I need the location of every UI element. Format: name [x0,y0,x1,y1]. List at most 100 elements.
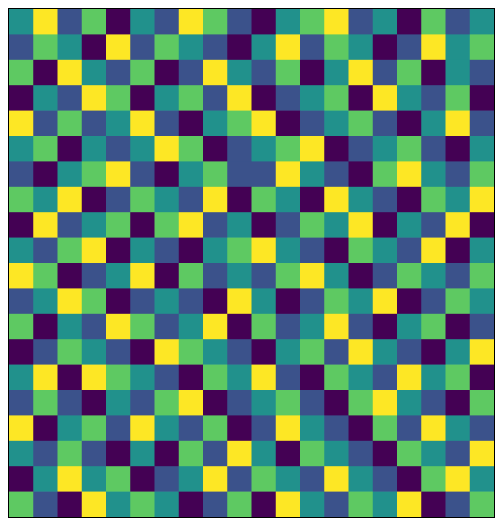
heatmap-cell [252,9,277,35]
heatmap-cell [82,85,107,111]
heatmap-cell [33,288,58,314]
heatmap-cell [9,85,34,111]
heatmap-cell [106,365,131,391]
heatmap-cell [421,60,446,86]
heatmap-cell [300,187,325,213]
heatmap-cell [130,238,155,264]
heatmap-cell [276,339,301,365]
heatmap-cell [324,492,349,518]
heatmap-cell [33,365,58,391]
heatmap-cell [252,60,277,86]
heatmap-cell [324,390,349,416]
heatmap-cell [106,60,131,86]
heatmap-cell [349,339,374,365]
heatmap-cell [276,263,301,289]
heatmap-cell [300,415,325,441]
heatmap-cell [373,85,398,111]
heatmap-cell [227,441,252,467]
heatmap-cell [106,187,131,213]
heatmap-cell [300,390,325,416]
heatmap-cell [203,263,228,289]
heatmap-cell [82,9,107,35]
heatmap-cell [276,187,301,213]
heatmap-cell [421,34,446,60]
heatmap-cell [179,212,204,238]
heatmap-cell [397,60,422,86]
heatmap-cell [276,365,301,391]
heatmap-cell [33,415,58,441]
heatmap-cell [276,288,301,314]
heatmap-cell [349,288,374,314]
heatmap-cell [324,111,349,137]
heatmap-cell [252,390,277,416]
heatmap-cell [58,288,83,314]
heatmap-cell [130,212,155,238]
heatmap-cell [373,9,398,35]
heatmap-cell [446,60,471,86]
heatmap-cell [300,314,325,340]
heatmap-cell [9,339,34,365]
heatmap-cell [373,492,398,518]
heatmap-cell [33,60,58,86]
heatmap-cell [470,314,495,340]
heatmap-cell [470,415,495,441]
heatmap-cell [446,161,471,187]
heatmap-cell [130,441,155,467]
heatmap-cell [203,365,228,391]
heatmap-cell [349,238,374,264]
heatmap-cell [300,212,325,238]
heatmap-cell [252,314,277,340]
heatmap-cell [397,238,422,264]
heatmap-cell [82,415,107,441]
chart [0,0,503,525]
heatmap-cell [324,466,349,492]
heatmap-cell [82,187,107,213]
heatmap-cell [349,85,374,111]
heatmap-cell [324,314,349,340]
heatmap-cell [203,34,228,60]
heatmap-cell [349,9,374,35]
heatmap-cell [252,34,277,60]
heatmap-cell [9,415,34,441]
heatmap-cell [470,9,495,35]
heatmap-cell [203,9,228,35]
heatmap-cell [397,314,422,340]
heatmap-cell [227,466,252,492]
heatmap-cell [227,9,252,35]
heatmap-cell [324,441,349,467]
heatmap-cell [179,136,204,162]
heatmap-cell [227,339,252,365]
heatmap-cell [155,34,180,60]
heatmap-cell [470,238,495,264]
heatmap-cell [421,161,446,187]
heatmap-cell [276,9,301,35]
heatmap-cell [324,136,349,162]
heatmap-cell [106,85,131,111]
heatmap-cell [470,365,495,391]
heatmap-cell [58,34,83,60]
heatmap-cell [300,263,325,289]
heatmap-cell [227,161,252,187]
heatmap-cell [33,9,58,35]
heatmap-cell [82,263,107,289]
heatmap-cell [252,415,277,441]
heatmap-cell [397,187,422,213]
heatmap-cell [324,415,349,441]
heatmap-cell [130,85,155,111]
heatmap-cell [446,238,471,264]
heatmap-cell [82,492,107,518]
heatmap-cell [324,212,349,238]
heatmap-cell [373,466,398,492]
heatmap-cell [203,492,228,518]
heatmap-cell [203,339,228,365]
heatmap-cell [58,238,83,264]
heatmap-cell [252,466,277,492]
heatmap-cell [179,390,204,416]
heatmap-cell [349,441,374,467]
heatmap-cell [130,9,155,35]
heatmap-cell [106,441,131,467]
heatmap-cell [397,390,422,416]
heatmap-cell [446,263,471,289]
heatmap-cell [252,441,277,467]
heatmap-cell [179,187,204,213]
